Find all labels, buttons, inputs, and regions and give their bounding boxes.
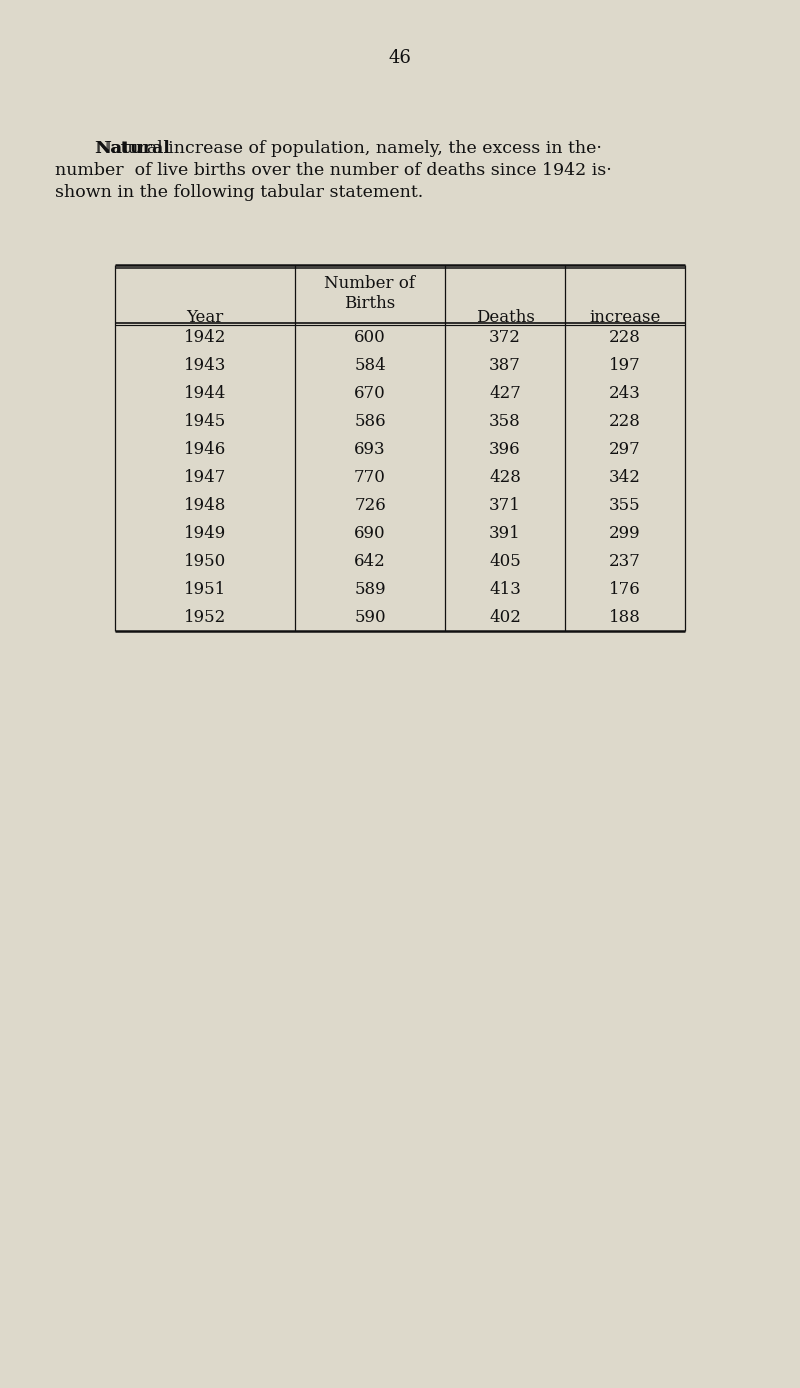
Text: 584: 584	[354, 357, 386, 373]
Text: Year: Year	[186, 310, 224, 326]
Text: 355: 355	[609, 497, 641, 514]
Text: number  of live births over the number of deaths since 1942 is·: number of live births over the number of…	[55, 162, 612, 179]
Text: Deaths: Deaths	[475, 310, 534, 326]
Text: 690: 690	[354, 525, 386, 541]
Text: 1947: 1947	[184, 469, 226, 486]
Text: 243: 243	[609, 384, 641, 401]
Text: 396: 396	[489, 440, 521, 458]
Text: 1944: 1944	[184, 384, 226, 401]
Text: 693: 693	[354, 440, 386, 458]
Text: 297: 297	[609, 440, 641, 458]
Text: 1949: 1949	[184, 525, 226, 541]
Text: 391: 391	[489, 525, 521, 541]
Text: 46: 46	[389, 49, 411, 67]
Text: 590: 590	[354, 608, 386, 626]
Text: 228: 228	[609, 329, 641, 346]
Text: 372: 372	[489, 329, 521, 346]
Text: 237: 237	[609, 552, 641, 569]
Text: 586: 586	[354, 412, 386, 429]
Text: 1945: 1945	[184, 412, 226, 429]
Text: 1943: 1943	[184, 357, 226, 373]
Text: Number of: Number of	[325, 275, 415, 291]
Text: 402: 402	[489, 608, 521, 626]
Text: 228: 228	[609, 412, 641, 429]
Text: 770: 770	[354, 469, 386, 486]
Text: 1942: 1942	[184, 329, 226, 346]
Text: 197: 197	[609, 357, 641, 373]
Text: 1948: 1948	[184, 497, 226, 514]
Text: Births: Births	[344, 296, 396, 312]
Text: 1952: 1952	[184, 608, 226, 626]
Text: 413: 413	[489, 580, 521, 597]
Text: 589: 589	[354, 580, 386, 597]
Text: shown in the following tabular statement.: shown in the following tabular statement…	[55, 185, 423, 201]
Text: 387: 387	[489, 357, 521, 373]
Text: 299: 299	[609, 525, 641, 541]
Text: 176: 176	[609, 580, 641, 597]
Text: increase: increase	[590, 310, 661, 326]
Text: 726: 726	[354, 497, 386, 514]
Text: 1950: 1950	[184, 552, 226, 569]
Text: 342: 342	[609, 469, 641, 486]
Text: Natural: Natural	[95, 140, 170, 157]
Text: 600: 600	[354, 329, 386, 346]
Text: 1946: 1946	[184, 440, 226, 458]
Text: 1951: 1951	[184, 580, 226, 597]
Text: Natural increase of population, namely, the excess in the·: Natural increase of population, namely, …	[95, 140, 602, 157]
Text: 405: 405	[489, 552, 521, 569]
Text: 188: 188	[609, 608, 641, 626]
Text: 358: 358	[489, 412, 521, 429]
Text: 371: 371	[489, 497, 521, 514]
Text: 428: 428	[489, 469, 521, 486]
Text: 670: 670	[354, 384, 386, 401]
Text: 642: 642	[354, 552, 386, 569]
Text: 427: 427	[489, 384, 521, 401]
